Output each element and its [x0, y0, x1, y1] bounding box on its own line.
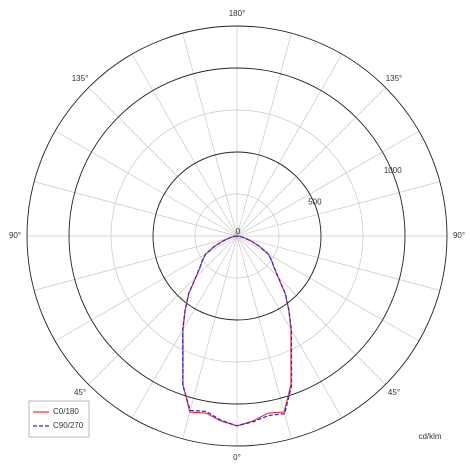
spoke	[131, 53, 238, 237]
r-tick-label: 1000	[384, 166, 402, 175]
series-line	[181, 235, 293, 427]
outer-circle	[26, 25, 448, 447]
minor-grid-circle	[110, 109, 364, 363]
legend-label: C90/270	[53, 421, 84, 430]
spoke	[236, 235, 420, 342]
r-tick-label: 0	[236, 227, 241, 236]
r-tick-label: 500	[308, 198, 322, 207]
spoke	[182, 33, 238, 237]
legend-label: C0/180	[53, 407, 79, 416]
spoke	[236, 235, 440, 291]
spoke	[88, 235, 238, 385]
spoke	[182, 235, 238, 439]
spoke	[236, 235, 386, 385]
minor-grid-circle	[194, 193, 280, 279]
angle-tick-label: 180°	[229, 9, 246, 18]
spoke	[236, 181, 440, 237]
angle-tick-label: 135°	[386, 74, 403, 83]
spoke	[236, 130, 420, 237]
angle-tick-label: 0°	[233, 453, 241, 462]
angle-tick-label: 45°	[388, 388, 400, 397]
spoke	[236, 235, 292, 439]
spoke	[34, 181, 238, 237]
legend-box	[28, 400, 90, 438]
spoke	[34, 235, 238, 291]
spoke	[131, 235, 238, 419]
grid-circle	[152, 151, 322, 321]
spoke	[236, 87, 386, 237]
spoke	[88, 87, 238, 237]
unit-label: cd/klm	[418, 432, 441, 441]
angle-tick-label: 45°	[74, 388, 86, 397]
angle-tick-label: 90°	[453, 231, 465, 240]
spoke	[54, 235, 238, 342]
angle-tick-label: 135°	[72, 74, 89, 83]
spoke	[236, 33, 292, 237]
spoke	[236, 53, 343, 237]
spoke	[54, 130, 238, 237]
grid-circle	[68, 67, 406, 405]
angle-tick-label: 90°	[9, 231, 21, 240]
spoke	[236, 235, 343, 419]
